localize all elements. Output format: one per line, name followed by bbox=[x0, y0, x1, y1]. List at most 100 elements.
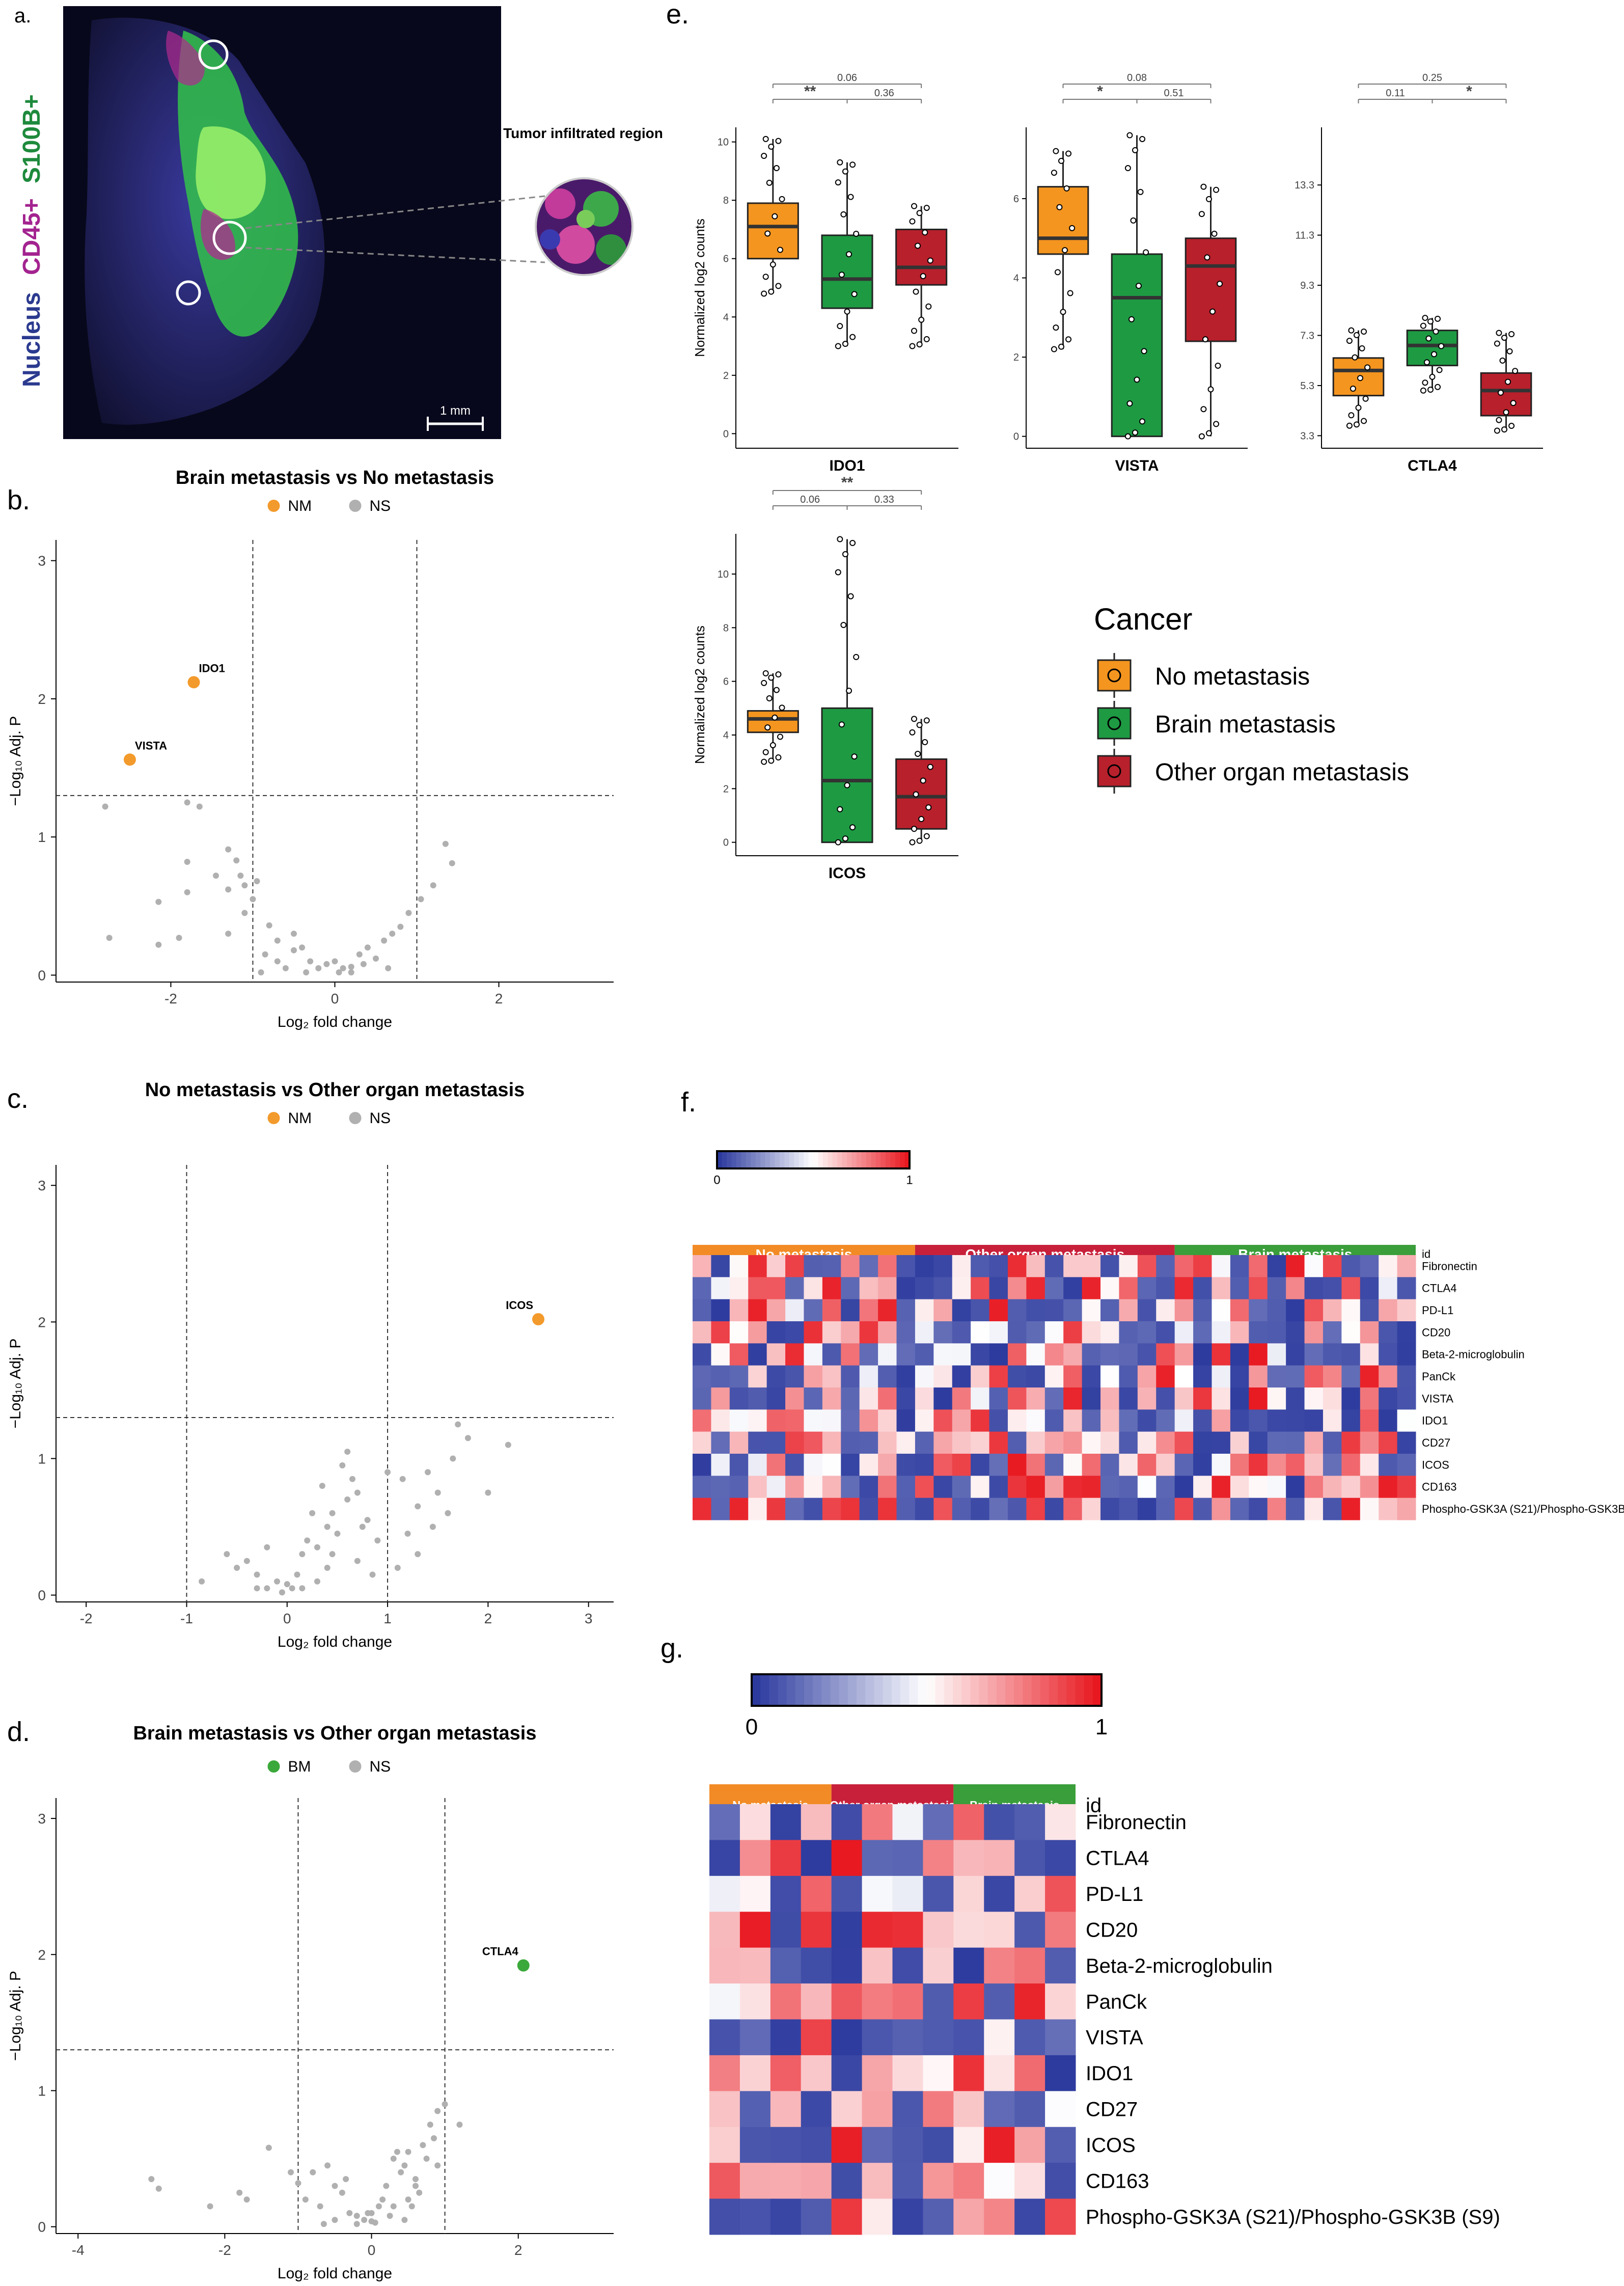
ns-point bbox=[423, 2156, 430, 2162]
heatmap-cell bbox=[915, 1277, 934, 1300]
box bbox=[821, 707, 873, 843]
gene-label: IDO1 bbox=[829, 457, 865, 474]
heatmap-cell bbox=[1249, 1454, 1268, 1476]
legend-label: NS bbox=[370, 498, 391, 514]
heatmap-cell bbox=[1063, 1343, 1083, 1366]
data-point bbox=[1364, 364, 1371, 371]
heatmap-cell bbox=[878, 1387, 897, 1410]
heatmap-cell bbox=[1007, 1277, 1027, 1300]
ns-point bbox=[237, 873, 244, 879]
color-scale-step bbox=[751, 1151, 756, 1168]
data-point bbox=[840, 621, 847, 628]
heatmap-cell bbox=[1156, 1387, 1175, 1410]
x-tick-label: 2 bbox=[484, 1611, 492, 1626]
data-point bbox=[1422, 379, 1428, 386]
heatmap-cell bbox=[841, 1321, 860, 1344]
ns-point bbox=[336, 969, 342, 976]
legend-marker bbox=[349, 1112, 362, 1124]
data-point bbox=[1494, 340, 1500, 347]
heatmap-cell bbox=[878, 1431, 897, 1454]
row-label: Beta-2-microglobulin bbox=[1086, 1955, 1273, 1977]
color-scale-step bbox=[837, 1151, 843, 1168]
data-point bbox=[835, 179, 841, 186]
heatmap-cell bbox=[1249, 1498, 1268, 1520]
heatmap-cell bbox=[748, 1255, 767, 1277]
data-point bbox=[1420, 387, 1426, 394]
heatmap-cell bbox=[1379, 1454, 1398, 1476]
ns-point bbox=[412, 2176, 419, 2183]
heatmap-cell bbox=[1100, 1343, 1119, 1366]
box bbox=[821, 234, 873, 309]
heatmap-cell bbox=[984, 1804, 1015, 1840]
data-point bbox=[775, 138, 782, 144]
heatmap-cell bbox=[1341, 1409, 1361, 1432]
heatmap-cell bbox=[1193, 1387, 1212, 1410]
heatmap-cell bbox=[1193, 1476, 1212, 1499]
panel-a: a. 1 mm Tumor infiltrated region Nu bbox=[14, 5, 663, 439]
heatmap-cell bbox=[1193, 1498, 1212, 1520]
heatmap-cell bbox=[748, 1343, 767, 1366]
heatmap-cell bbox=[739, 2019, 771, 2056]
heatmap-cell bbox=[748, 1321, 767, 1344]
heatmap-cell bbox=[739, 2091, 771, 2128]
heatmap-cell bbox=[1174, 1454, 1194, 1476]
gene-label: ICOS bbox=[829, 865, 866, 882]
ns-point bbox=[329, 1551, 336, 1558]
heatmap-cell bbox=[1286, 1498, 1305, 1520]
heatmap-cell bbox=[1174, 1321, 1194, 1344]
heatmap-cell bbox=[729, 1476, 749, 1499]
heatmap-cell bbox=[1007, 1387, 1027, 1410]
color-scale-step bbox=[822, 1151, 829, 1168]
data-point bbox=[911, 328, 918, 334]
data-point bbox=[777, 733, 783, 740]
heatmap-cell bbox=[1397, 1321, 1416, 1344]
ns-point bbox=[332, 2183, 338, 2189]
ns-point bbox=[343, 2176, 349, 2183]
heatmap-cell bbox=[1156, 1255, 1175, 1277]
heatmap-cell bbox=[953, 2163, 984, 2199]
heatmap-cell bbox=[804, 1277, 823, 1300]
heatmap-cell bbox=[1007, 1454, 1027, 1476]
color-scale-step bbox=[871, 1151, 876, 1168]
y-tick-label: 6 bbox=[723, 676, 729, 688]
significant-label: VISTA bbox=[135, 739, 167, 752]
heatmap-cell bbox=[770, 2198, 802, 2235]
heatmap-cell bbox=[766, 1343, 786, 1366]
data-point bbox=[1204, 254, 1210, 261]
color-scale-step bbox=[944, 1674, 954, 1706]
heatmap-cell bbox=[1156, 1343, 1175, 1366]
data-point bbox=[766, 179, 773, 186]
data-point bbox=[913, 791, 919, 798]
heatmap-cell bbox=[862, 1912, 893, 1948]
heatmap-cell bbox=[915, 1321, 934, 1344]
heatmap-cell bbox=[1230, 1431, 1249, 1454]
heatmap-cell bbox=[841, 1476, 860, 1499]
color-scale-max: 1 bbox=[1095, 1715, 1108, 1739]
heatmap-cell bbox=[841, 1454, 860, 1476]
data-point bbox=[1198, 211, 1205, 217]
heatmap-cell bbox=[1212, 1299, 1231, 1322]
heatmap-cell bbox=[859, 1409, 878, 1432]
heatmap-cell bbox=[1193, 1255, 1212, 1277]
x-axis-label: Log₂ fold change bbox=[278, 1014, 392, 1030]
data-point bbox=[769, 742, 776, 748]
heatmap-cell bbox=[1100, 1255, 1119, 1277]
y-tick-label: 1 bbox=[38, 1451, 46, 1466]
heatmap-cell bbox=[1119, 1387, 1138, 1410]
heatmap-cell bbox=[1026, 1365, 1045, 1388]
heatmap-cell bbox=[841, 1299, 860, 1322]
data-point bbox=[1058, 157, 1064, 164]
y-axis-label: −Log₁₀ Adj. P bbox=[7, 1971, 24, 2061]
boxplot-icos: 0 2 4 6 8 10 Normalized log2 counts ICOS 0.06 0.3… bbox=[692, 474, 958, 882]
color-scale-step bbox=[1075, 1674, 1085, 1706]
comparison-label: 0.36 bbox=[874, 88, 894, 99]
heatmap-cell bbox=[729, 1277, 749, 1300]
comparison-label: * bbox=[1466, 83, 1472, 100]
row-label: ICOS bbox=[1422, 1458, 1449, 1471]
heatmap-cell bbox=[933, 1431, 953, 1454]
heatmap-cell bbox=[892, 2055, 923, 2091]
heatmap-cell bbox=[1267, 1498, 1286, 1520]
ns-point bbox=[434, 2108, 441, 2114]
heatmap-cell bbox=[878, 1343, 897, 1366]
heatmap-cell bbox=[859, 1255, 878, 1277]
